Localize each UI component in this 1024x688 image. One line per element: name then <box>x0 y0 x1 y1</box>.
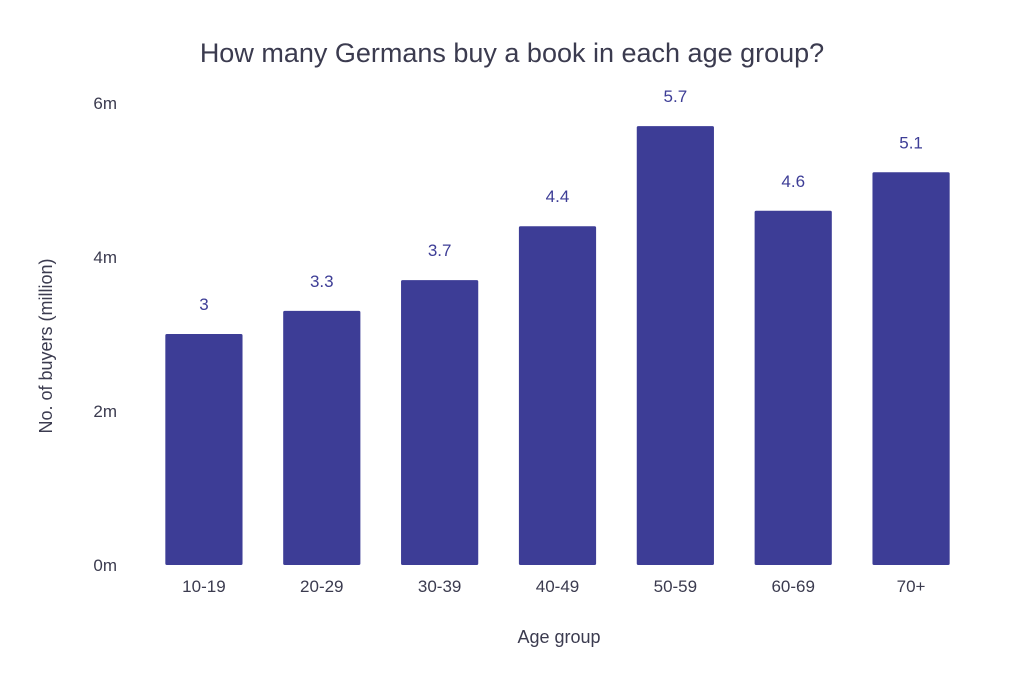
y-tick-label: 2m <box>93 402 117 421</box>
data-label: 5.7 <box>664 87 688 106</box>
y-tick-label: 6m <box>93 94 117 113</box>
data-label: 3 <box>199 295 208 314</box>
bar <box>283 310 361 565</box>
x-tick-label: 50-59 <box>654 577 697 596</box>
y-axis-ticks: 0m 2m 4m 6m <box>93 94 117 575</box>
data-label: 3.7 <box>428 241 452 260</box>
data-label: 3.3 <box>310 272 334 291</box>
bar <box>518 226 597 565</box>
x-tick-label: 40-49 <box>536 577 579 596</box>
chart-title: How many Germans buy a book in each age … <box>200 38 824 68</box>
bar <box>636 126 714 565</box>
x-tick-label: 60-69 <box>771 577 814 596</box>
x-tick-label: 30-39 <box>418 577 461 596</box>
y-axis-label: No. of buyers (million) <box>36 258 56 433</box>
data-label: 5.1 <box>899 133 923 152</box>
x-tick-label: 20-29 <box>300 577 343 596</box>
x-tick-label: 70+ <box>897 577 926 596</box>
y-tick-label: 0m <box>93 556 117 575</box>
bar <box>165 334 243 565</box>
bar <box>754 210 832 566</box>
data-label: 4.4 <box>546 187 570 206</box>
data-label: 4.6 <box>781 172 805 191</box>
bar <box>401 280 479 565</box>
x-tick-label: 10-19 <box>182 577 225 596</box>
x-axis-ticks: 10-19 20-29 30-39 40-49 50-59 60-69 70+ <box>182 577 925 596</box>
bars: 3 3.3 3.7 4.4 5.7 4.6 5.1 <box>165 87 950 566</box>
x-axis-label: Age group <box>517 627 600 647</box>
bar <box>872 172 950 566</box>
y-tick-label: 4m <box>93 248 117 267</box>
